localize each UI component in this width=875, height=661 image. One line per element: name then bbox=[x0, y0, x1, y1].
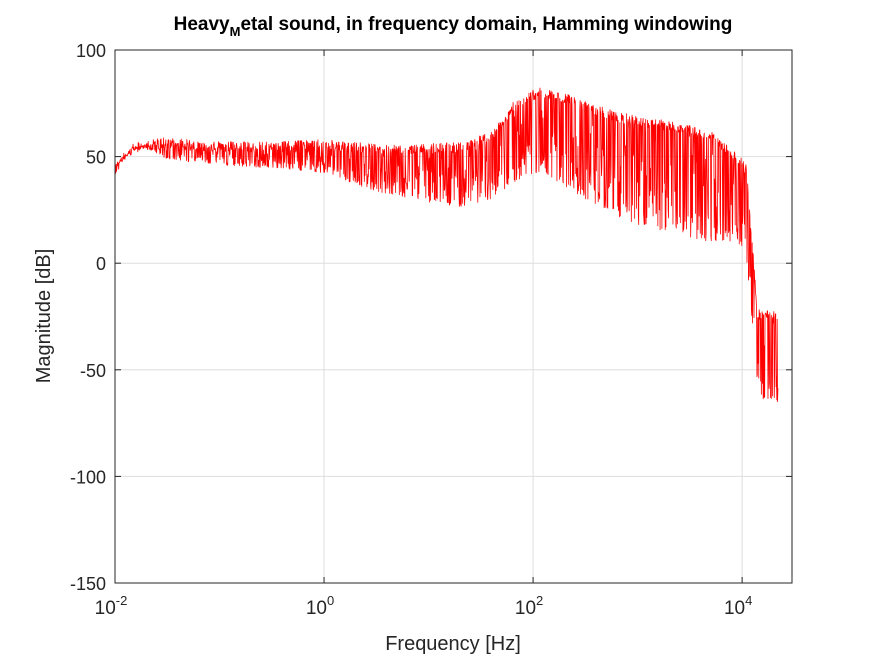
x-tick-label-base: 10 bbox=[724, 598, 745, 619]
x-tick-label-base: 10 bbox=[306, 598, 327, 619]
x-tick-label-base: 10 bbox=[515, 598, 536, 619]
chart-title: HeavyMetal sound, in frequency domain, H… bbox=[174, 14, 733, 39]
chart-title-subscript: M bbox=[230, 24, 241, 39]
y-tick-label: 0 bbox=[96, 254, 106, 274]
x-tick-label-exponent: -2 bbox=[116, 593, 128, 608]
chart-title-rest: etal sound, in frequency domain, Hamming… bbox=[240, 14, 732, 35]
axes-box bbox=[114, 49, 793, 584]
y-tick-label: 50 bbox=[86, 148, 106, 168]
x-tick-label-exponent: 4 bbox=[745, 593, 752, 608]
x-tick-label: 102 bbox=[515, 593, 543, 619]
x-tick-label: 100 bbox=[306, 593, 334, 619]
chart-title-main: Heavy bbox=[174, 14, 230, 35]
x-tick-label-exponent: 2 bbox=[536, 593, 543, 608]
x-tick-label: 10-2 bbox=[95, 593, 128, 619]
x-axis-label: Frequency [Hz] bbox=[385, 633, 521, 655]
y-tick-label: 100 bbox=[76, 41, 106, 61]
x-tick-label: 104 bbox=[724, 593, 752, 619]
y-tick-label: -150 bbox=[70, 574, 106, 594]
series-layer bbox=[115, 87, 779, 403]
y-tick-label: -50 bbox=[80, 361, 106, 381]
x-tick-label-base: 10 bbox=[95, 598, 116, 619]
y-tick-label: -100 bbox=[70, 467, 106, 487]
series-line bbox=[115, 87, 779, 403]
y-axis-label: Magnitude [dB] bbox=[33, 249, 55, 384]
x-tick-label-exponent: 0 bbox=[327, 593, 334, 608]
tick-marks bbox=[114, 49, 792, 584]
